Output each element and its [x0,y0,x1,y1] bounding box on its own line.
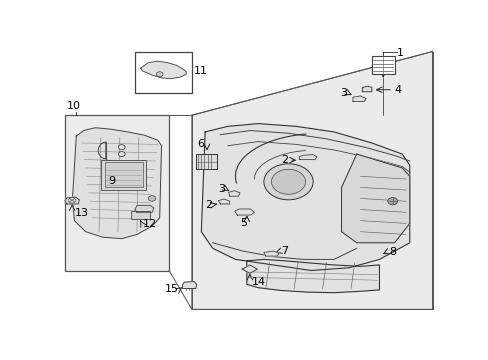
Polygon shape [135,205,154,212]
Polygon shape [264,251,279,256]
Text: 4: 4 [394,85,401,95]
Bar [371,56,394,74]
Polygon shape [242,265,257,273]
Polygon shape [234,209,254,215]
Circle shape [387,198,397,205]
Text: 3: 3 [218,184,225,194]
Bar [65,115,169,270]
Bar [135,51,191,93]
Text: 13: 13 [75,208,89,218]
Polygon shape [246,260,379,293]
Polygon shape [341,154,409,243]
Circle shape [118,152,125,157]
Polygon shape [228,191,240,196]
Text: 10: 10 [67,101,81,111]
Circle shape [68,198,76,203]
Polygon shape [218,199,229,204]
Polygon shape [72,128,161,239]
Text: 15: 15 [164,284,178,294]
Circle shape [271,169,305,194]
Polygon shape [362,86,371,92]
Polygon shape [191,51,432,309]
Polygon shape [141,61,186,79]
Text: 6: 6 [197,139,204,149]
Text: 12: 12 [142,219,157,229]
Bar [101,159,146,190]
Text: 5: 5 [239,219,246,228]
Text: 9: 9 [108,176,116,186]
Circle shape [118,145,125,150]
Text: 2: 2 [205,199,212,210]
Text: 2: 2 [281,155,288,165]
Polygon shape [352,96,366,102]
Polygon shape [182,282,196,288]
Polygon shape [65,197,79,204]
Bar [195,154,216,169]
Circle shape [156,72,163,77]
Text: 3: 3 [340,88,346,98]
Text: 1: 1 [396,48,403,58]
Polygon shape [201,123,409,270]
Text: 11: 11 [193,67,207,76]
Text: 8: 8 [388,247,395,257]
Polygon shape [98,142,105,159]
Circle shape [264,164,312,200]
Bar [131,211,150,219]
Text: 7: 7 [280,246,287,256]
Bar [104,162,142,187]
Bar [93,132,131,174]
Text: 14: 14 [251,276,265,287]
Polygon shape [299,155,316,159]
Circle shape [148,196,156,201]
